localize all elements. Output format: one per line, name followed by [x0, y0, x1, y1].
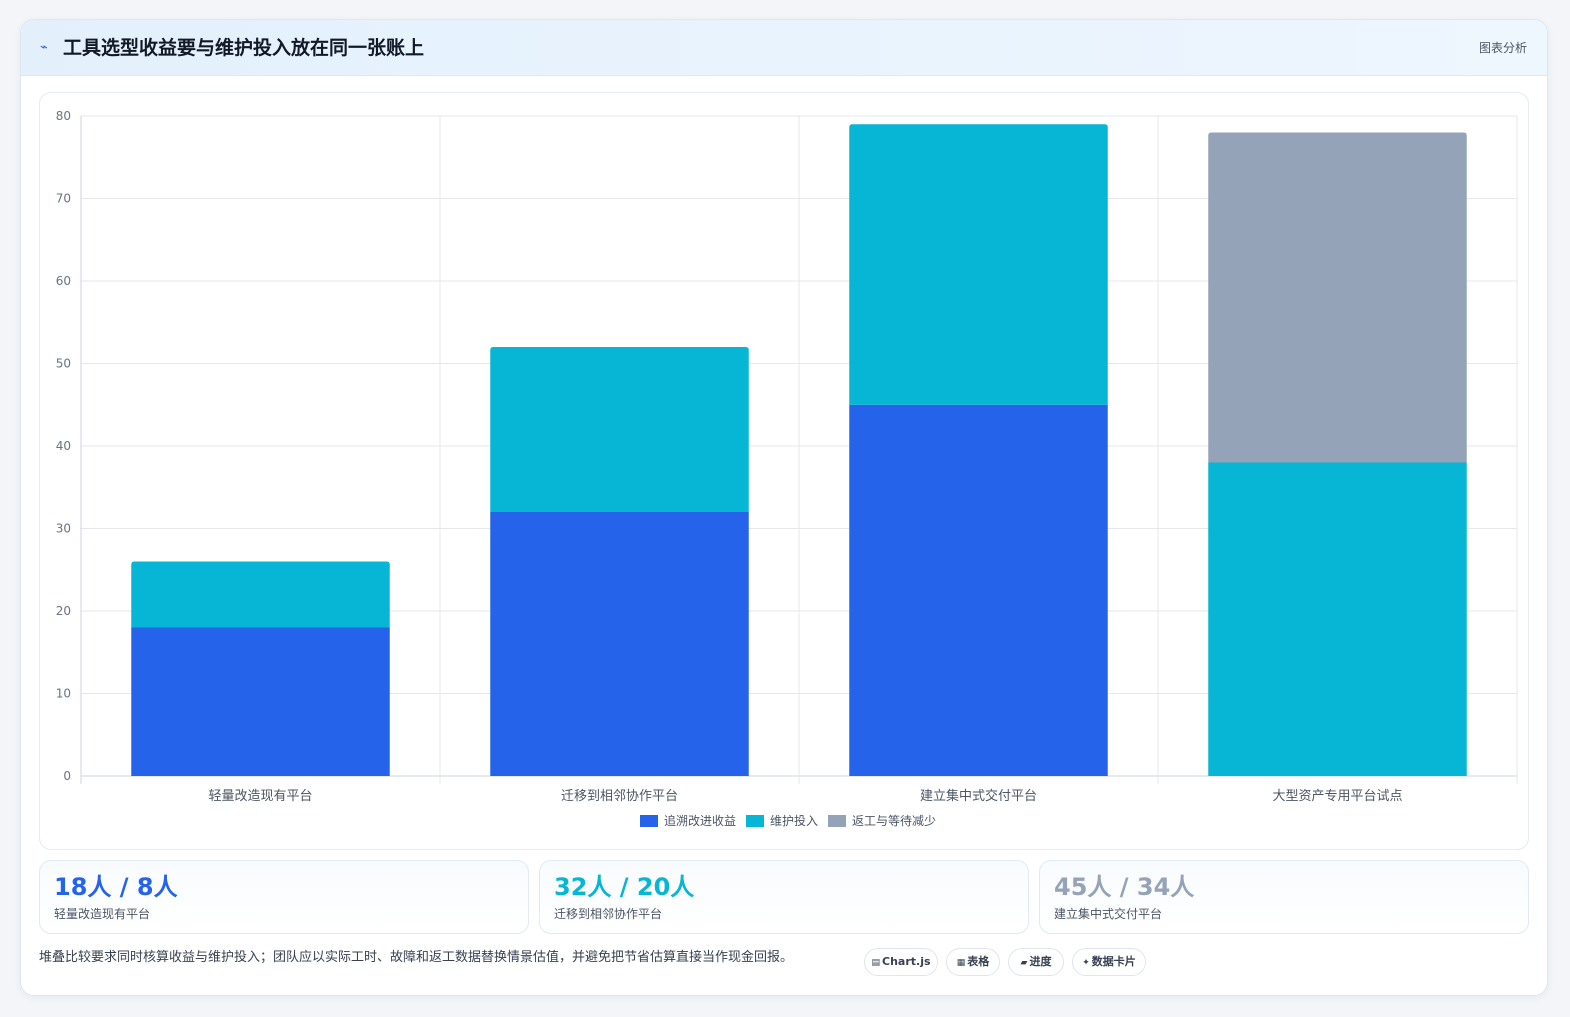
y-tick-label: 60 — [56, 274, 71, 288]
stat-cards: 18人 / 8人 轻量改造现有平台 32人 / 20人 迁移到相邻协作平台 45… — [39, 860, 1529, 934]
stat-value: 32人 / 20人 — [554, 873, 695, 901]
stat-value: 18人 / 8人 — [54, 873, 178, 901]
stacked-bar-chart: 0 10 20 30 40 50 60 70 80 轻量改造现有平台 迁移到相邻协作平台 建立集中式交… — [56, 109, 1518, 828]
stat-value: 45人 / 34人 — [1054, 873, 1195, 901]
bar — [131, 627, 390, 776]
pill-label: 表格 — [967, 955, 990, 968]
y-tick-label: 80 — [56, 109, 71, 123]
legend-swatch — [746, 815, 764, 827]
x-tick-label: 大型资产专用平台试点 — [1272, 789, 1402, 804]
chart-note: 堆叠比较要求同时核算收益与维护投入；团队应以实际工时、故障和返工数据替换情景估值… — [39, 950, 794, 965]
legend-label: 追溯改进收益 — [664, 813, 736, 828]
header-tag: 图表分析 — [1478, 41, 1527, 55]
stat-label: 迁移到相邻协作平台 — [554, 907, 663, 921]
stat-label: 建立集中式交付平台 — [1054, 907, 1163, 921]
y-tick-label: 10 — [56, 687, 71, 701]
x-tick-label: 轻量改造现有平台 — [208, 789, 312, 804]
y-tick-label: 20 — [56, 604, 71, 618]
bar — [849, 124, 1108, 405]
stat-card: 45人 / 34人 建立集中式交付平台 — [1039, 860, 1529, 934]
y-tick-label: 30 — [56, 522, 71, 536]
legend-swatch — [828, 815, 846, 827]
stat-card: 18人 / 8人 轻量改造现有平台 — [39, 860, 529, 934]
bar — [490, 512, 749, 776]
page-title: 工具选型收益要与维护投入放在同一张账上 — [63, 37, 425, 59]
pill-progress[interactable]: ▰ 进度 — [1008, 948, 1064, 976]
stat-label: 轻量改造现有平台 — [54, 907, 151, 921]
pill-label: Chart.js — [882, 955, 931, 968]
y-tick-label: 40 — [56, 439, 71, 453]
legend-label: 维护投入 — [770, 813, 818, 828]
pill-table[interactable]: ▦ 表格 — [946, 948, 1000, 976]
bar — [1208, 462, 1467, 776]
bar — [849, 404, 1108, 776]
pill-data-cards[interactable]: ✦ 数据卡片 — [1072, 948, 1146, 976]
pill-chartjs[interactable]: ▤ Chart.js — [864, 948, 938, 976]
y-tick-label: 0 — [63, 769, 71, 783]
bar — [1208, 132, 1467, 463]
chart-line-icon: ⌁ — [40, 40, 48, 55]
legend-swatch — [640, 815, 658, 827]
chart-icon: ▤ — [871, 958, 880, 968]
y-tick-label: 70 — [56, 192, 71, 206]
chart-card: ⌁ 工具选型收益要与维护投入放在同一张账上 图表分析 0 10 20 30 40 50 60… — [20, 19, 1548, 996]
pill-label: 数据卡片 — [1091, 955, 1136, 968]
y-tick-label: 50 — [56, 357, 71, 371]
stat-card: 32人 / 20人 迁移到相邻协作平台 — [539, 860, 1029, 934]
bar — [131, 561, 390, 628]
chart-panel: 0 10 20 30 40 50 60 70 80 轻量改造现有平台 迁移到相邻协作平台 建立集中式交… — [39, 92, 1529, 850]
legend-label: 返工与等待减少 — [852, 814, 936, 828]
card-header: ⌁ 工具选型收益要与维护投入放在同一张账上 图表分析 — [21, 20, 1547, 76]
pill-label: 进度 — [1029, 955, 1052, 968]
x-tick-label: 建立集中式交付平台 — [920, 788, 1037, 804]
x-tick-label: 迁移到相邻协作平台 — [561, 789, 678, 804]
bar — [490, 347, 749, 512]
progress-icon: ▰ — [1020, 958, 1028, 968]
sparkle-icon: ✦ — [1082, 958, 1090, 968]
table-icon: ▦ — [956, 958, 966, 968]
